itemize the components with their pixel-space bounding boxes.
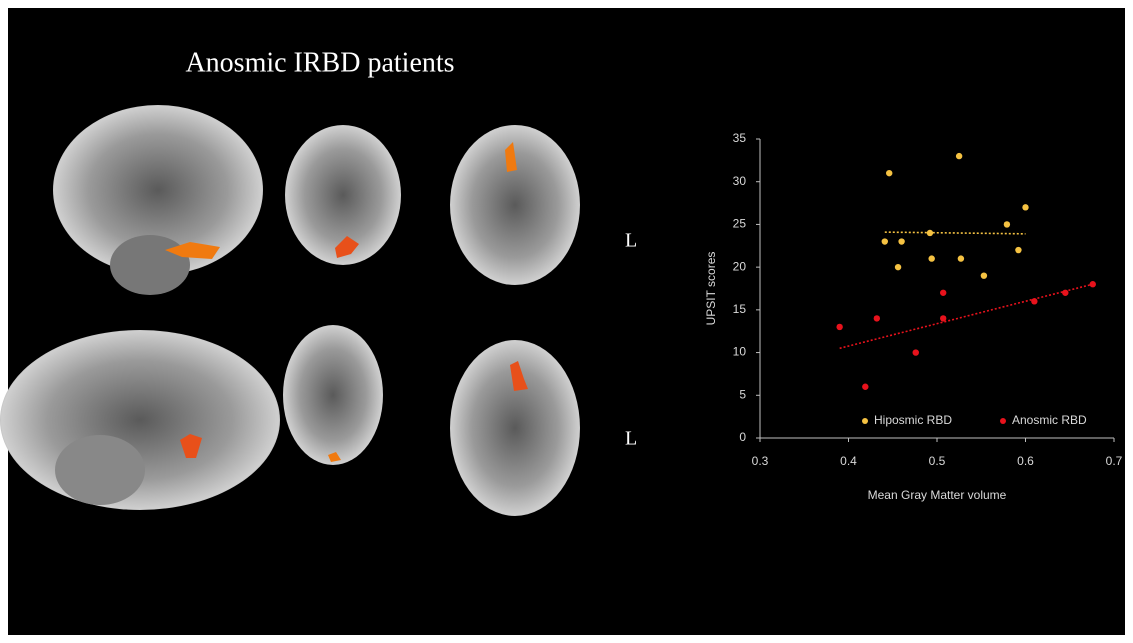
x-tick-label: 0.7 xyxy=(1106,454,1123,468)
point xyxy=(1090,281,1096,287)
point xyxy=(1004,221,1010,227)
x-axis-label: Mean Gray Matter volume xyxy=(868,488,1007,502)
point xyxy=(836,324,842,330)
point xyxy=(895,264,901,270)
y-tick-label: 10 xyxy=(733,345,747,359)
y-tick-label: 5 xyxy=(739,387,746,401)
x-tick-label: 0.5 xyxy=(929,454,946,468)
side-label: L xyxy=(625,230,637,252)
y-tick-label: 25 xyxy=(733,217,747,231)
point xyxy=(928,255,934,261)
point xyxy=(886,170,892,176)
point xyxy=(956,153,962,159)
point xyxy=(882,238,888,244)
point xyxy=(1015,247,1021,253)
legend-marker xyxy=(1000,418,1006,424)
y-tick-label: 0 xyxy=(739,430,746,444)
point xyxy=(1022,204,1028,210)
x-tick-label: 0.4 xyxy=(840,454,857,468)
y-tick-label: 15 xyxy=(733,302,747,316)
x-tick-label: 0.6 xyxy=(1017,454,1034,468)
point xyxy=(862,384,868,390)
figure: Anosmic IRBD patients L L 0 5 10 15 20 25 30 35… xyxy=(0,0,1133,643)
point xyxy=(940,315,946,321)
point xyxy=(927,230,933,236)
legend-marker xyxy=(862,418,868,424)
figure-title: Anosmic IRBD patients xyxy=(185,47,454,78)
background xyxy=(8,8,1125,635)
point xyxy=(913,349,919,355)
x-tick-label: 0.3 xyxy=(752,454,769,468)
point xyxy=(981,272,987,278)
point xyxy=(1062,290,1068,296)
point xyxy=(940,290,946,296)
side-label: L xyxy=(625,428,637,450)
point xyxy=(874,315,880,321)
point xyxy=(898,238,904,244)
y-axis-label: UPSIT scores xyxy=(704,252,718,326)
y-tick-label: 20 xyxy=(733,259,747,273)
y-tick-label: 30 xyxy=(733,174,747,188)
legend-label: Hiposmic RBD xyxy=(874,413,952,427)
y-tick-label: 35 xyxy=(733,131,747,145)
legend-label: Anosmic RBD xyxy=(1012,413,1087,427)
point xyxy=(1031,298,1037,304)
point xyxy=(958,255,964,261)
